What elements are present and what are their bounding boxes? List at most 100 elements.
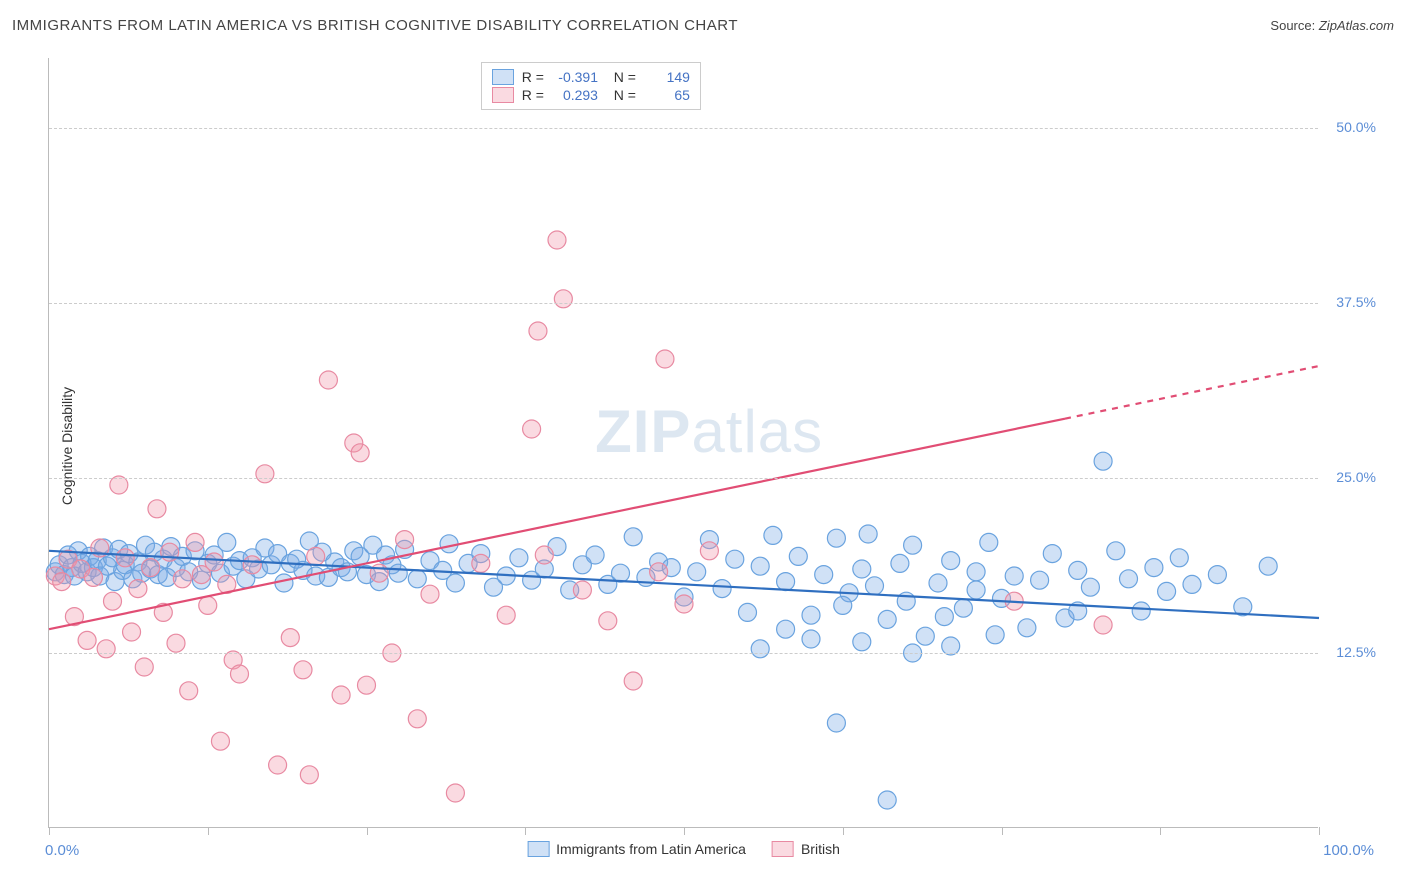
scatter-point: [97, 640, 115, 658]
scatter-point: [878, 791, 896, 809]
scatter-point: [777, 573, 795, 591]
scatter-point: [1107, 542, 1125, 560]
bottom-legend: Immigrants from Latin America British: [527, 841, 840, 857]
scatter-point: [281, 629, 299, 647]
trend-line-dashed: [1065, 366, 1319, 419]
legend-swatch: [527, 841, 549, 857]
scatter-point: [573, 581, 591, 599]
gridline-h: [49, 653, 1318, 654]
y-tick-label: 37.5%: [1336, 294, 1376, 310]
scatter-point: [967, 563, 985, 581]
x-tick: [525, 827, 526, 835]
scatter-point: [986, 626, 1004, 644]
stat-n-value: 65: [644, 87, 690, 103]
scatter-point: [739, 603, 757, 621]
scatter-point: [1094, 616, 1112, 634]
scatter-point: [777, 620, 795, 638]
stat-n-value: 149: [644, 69, 690, 85]
x-tick: [367, 827, 368, 835]
scatter-point: [396, 531, 414, 549]
stats-legend: R =-0.391 N =149R =0.293 N =65: [481, 62, 701, 110]
scatter-point: [510, 549, 528, 567]
x-tick: [843, 827, 844, 835]
scatter-point: [142, 559, 160, 577]
scatter-point: [859, 525, 877, 543]
scatter-point: [535, 546, 553, 564]
scatter-point: [656, 350, 674, 368]
scatter-point: [211, 732, 229, 750]
scatter-point: [1120, 570, 1138, 588]
scatter-point: [834, 596, 852, 614]
scatter-point: [624, 528, 642, 546]
scatter-point: [421, 585, 439, 603]
scatter-point: [1145, 559, 1163, 577]
legend-item: Immigrants from Latin America: [527, 841, 746, 857]
scatter-point: [104, 592, 122, 610]
scatter-point: [389, 564, 407, 582]
scatter-point: [802, 606, 820, 624]
y-tick-label: 50.0%: [1336, 119, 1376, 135]
source-value: ZipAtlas.com: [1319, 18, 1394, 33]
scatter-point: [624, 672, 642, 690]
scatter-point: [751, 640, 769, 658]
scatter-point: [231, 665, 249, 683]
scatter-point: [1183, 575, 1201, 593]
scatter-point: [751, 557, 769, 575]
chart-source: Source: ZipAtlas.com: [1270, 18, 1394, 33]
scatter-point: [891, 554, 909, 572]
scatter-point: [180, 682, 198, 700]
scatter-point: [243, 556, 261, 574]
plot-area: 12.5%25.0%37.5%50.0%0.0%100.0%ZIPatlasR …: [48, 58, 1318, 828]
scatter-point: [713, 580, 731, 598]
scatter-point: [1094, 452, 1112, 470]
scatter-point: [446, 574, 464, 592]
scatter-point: [186, 533, 204, 551]
gridline-h: [49, 128, 1318, 129]
scatter-point: [675, 595, 693, 613]
legend-swatch: [492, 87, 514, 103]
scatter-point: [789, 547, 807, 565]
scatter-point: [167, 634, 185, 652]
chart-svg: [49, 58, 1318, 827]
scatter-point: [878, 610, 896, 628]
scatter-point: [84, 568, 102, 586]
legend-swatch: [772, 841, 794, 857]
scatter-point: [116, 549, 134, 567]
stat-n-label: N =: [606, 87, 636, 103]
scatter-point: [53, 573, 71, 591]
x-tick: [1319, 827, 1320, 835]
legend-label: Immigrants from Latin America: [556, 841, 746, 857]
scatter-point: [904, 536, 922, 554]
scatter-point: [612, 564, 630, 582]
scatter-point: [954, 599, 972, 617]
scatter-point: [351, 444, 369, 462]
scatter-point: [78, 631, 96, 649]
scatter-point: [135, 658, 153, 676]
chart-header: IMMIGRANTS FROM LATIN AMERICA VS BRITISH…: [12, 10, 1394, 40]
gridline-h: [49, 478, 1318, 479]
scatter-point: [980, 533, 998, 551]
scatter-point: [815, 566, 833, 584]
scatter-point: [300, 766, 318, 784]
x-tick: [208, 827, 209, 835]
x-min-label: 0.0%: [45, 842, 79, 859]
scatter-point: [199, 596, 217, 614]
scatter-point: [1081, 578, 1099, 596]
source-label: Source:: [1270, 18, 1315, 33]
x-tick: [1002, 827, 1003, 835]
x-tick: [1160, 827, 1161, 835]
x-max-label: 100.0%: [1323, 842, 1374, 859]
scatter-point: [929, 574, 947, 592]
stat-r-label: R =: [522, 69, 544, 85]
scatter-point: [548, 231, 566, 249]
scatter-point: [942, 552, 960, 570]
scatter-point: [554, 290, 572, 308]
scatter-point: [269, 756, 287, 774]
x-tick: [684, 827, 685, 835]
legend-label: British: [801, 841, 840, 857]
scatter-point: [497, 606, 515, 624]
scatter-point: [1031, 571, 1049, 589]
scatter-point: [173, 570, 191, 588]
scatter-point: [586, 546, 604, 564]
stat-n-label: N =: [606, 69, 636, 85]
